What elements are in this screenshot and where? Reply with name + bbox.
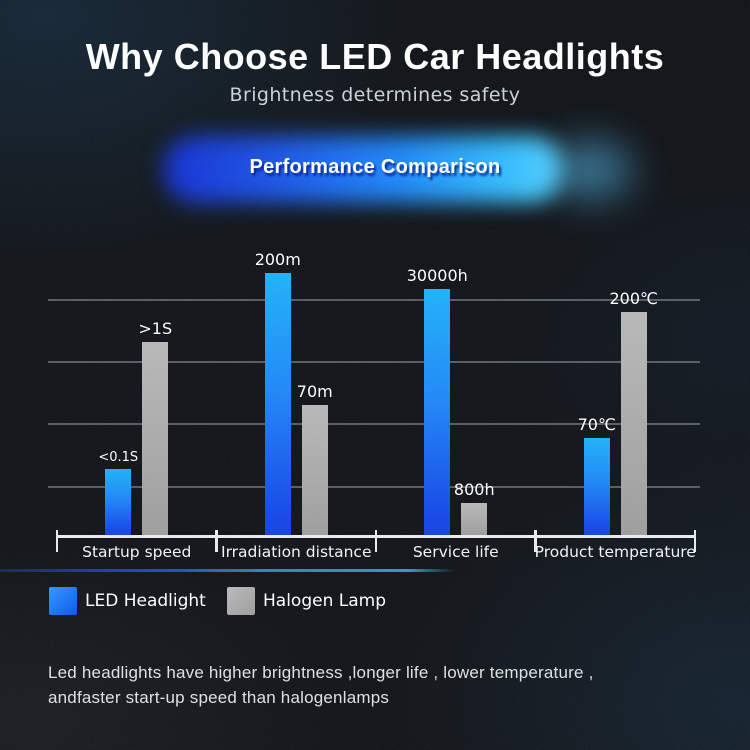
x-axis-category-label-product-temperature: Product temperature	[534, 543, 696, 561]
x-axis-category-label-startup-speed: Startup speed	[82, 543, 192, 561]
bar-value-label-halogen-irradiation-distance: 70m	[296, 382, 333, 401]
bar-value-label-led-service-life: 30000h	[406, 266, 468, 285]
bar-led-product-temperature	[583, 438, 610, 535]
legend-item-halogen: Halogen Lamp	[227, 587, 386, 615]
x-axis-category-label-irradiation-distance: Irradiation distance	[221, 543, 372, 561]
chart-legend: LED Headlight Halogen Lamp	[0, 587, 750, 617]
bar-led-irradiation-distance	[264, 273, 291, 535]
led-color-swatch	[49, 587, 77, 615]
bar-value-label-halogen-service-life: 800h	[453, 480, 495, 499]
x-axis-category-label-service-life: Service life	[412, 543, 499, 561]
legend-label-halogen: Halogen Lamp	[263, 591, 386, 611]
bar-value-label-halogen-startup-speed: >1S	[138, 319, 173, 338]
bar-value-label-led-startup-speed: <0.1S	[98, 450, 139, 465]
x-axis-tick-0	[55, 530, 59, 552]
legend-item-led: LED Headlight	[49, 587, 206, 615]
summary-line-1: Led headlights have higher brightness ,l…	[48, 663, 594, 682]
halogen-color-swatch	[227, 587, 255, 615]
legend-label-led: LED Headlight	[85, 591, 206, 611]
x-axis-tick-1	[215, 530, 218, 552]
bar-value-label-led-product-temperature: 70℃	[577, 415, 616, 434]
legend-divider-line	[0, 569, 455, 572]
bar-led-service-life	[424, 289, 451, 535]
summary-line-2: andfaster start-up speed than halogenlam…	[48, 688, 390, 707]
bar-halogen-startup-speed	[142, 342, 169, 535]
bar-led-startup-speed	[105, 469, 132, 535]
gridline-1	[48, 299, 700, 301]
summary-text: Led headlights have higher brightness ,l…	[48, 660, 668, 710]
bar-value-label-halogen-product-temperature: 200℃	[609, 289, 659, 308]
bar-halogen-service-life	[461, 503, 488, 535]
x-axis-tick-2	[374, 530, 378, 552]
bar-halogen-irradiation-distance	[301, 405, 328, 535]
bar-halogen-product-temperature	[620, 312, 647, 535]
bar-value-label-led-irradiation-distance: 200m	[254, 250, 301, 269]
